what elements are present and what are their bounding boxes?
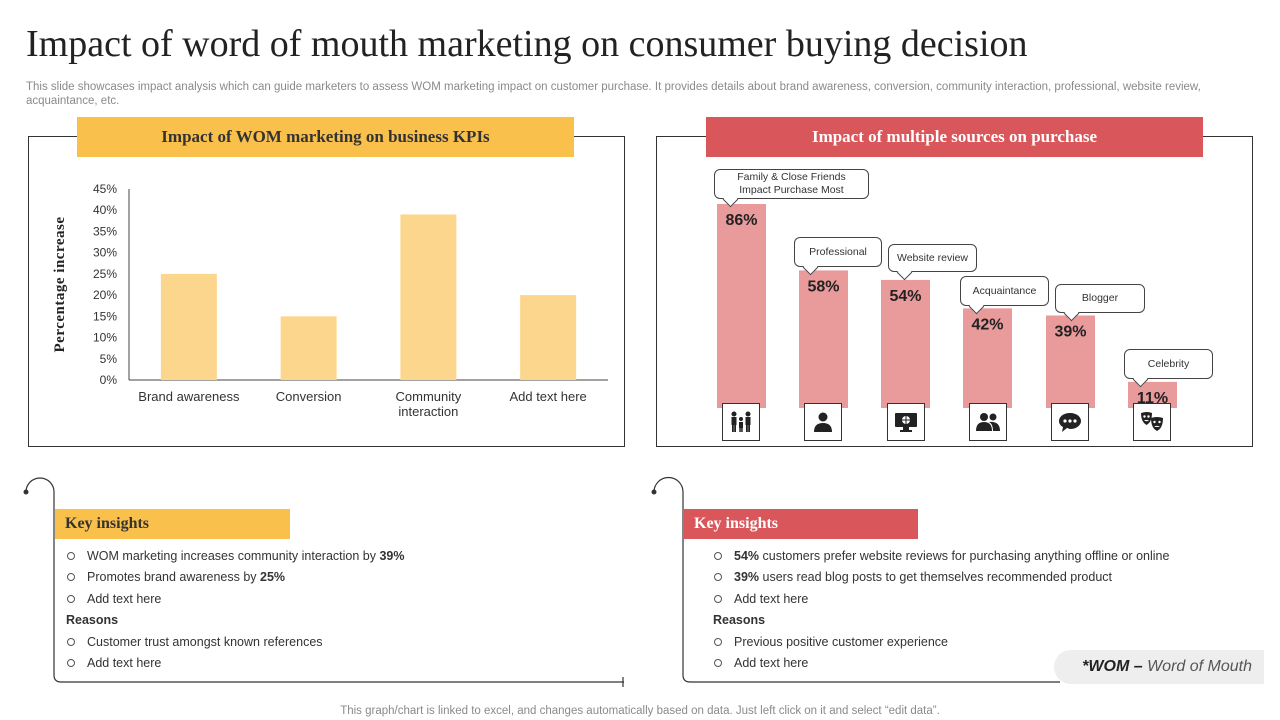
callout-website-review: Website review bbox=[888, 244, 977, 272]
callout-family: Family & Close Friends Impact Purchase M… bbox=[714, 169, 869, 199]
website-icon bbox=[887, 403, 925, 441]
bar bbox=[799, 270, 848, 408]
chat-icon bbox=[1051, 403, 1089, 441]
bar bbox=[400, 214, 457, 380]
kpi-bar-chart[interactable]: 0% 5% 10% 15% 20% 25% 30% 35% 40% 45% Percentage i… bbox=[28, 170, 628, 430]
person-icon bbox=[804, 403, 842, 441]
list-item: Add text here bbox=[66, 653, 616, 675]
callout-celebrity: Celebrity bbox=[1124, 349, 1213, 379]
data-label: 39% bbox=[1054, 323, 1086, 340]
y-tick-label: 40% bbox=[93, 203, 117, 217]
y-tick-label: 30% bbox=[93, 246, 117, 260]
callout-acquaintance: Acquaintance bbox=[960, 276, 1049, 306]
reasons-heading: Reasons bbox=[66, 613, 119, 628]
x-tick-label: Conversion bbox=[276, 389, 342, 404]
bar bbox=[717, 204, 766, 408]
sources-chart-banner: Impact of multiple sources on purchase bbox=[706, 117, 1203, 157]
y-tick-label: 20% bbox=[93, 288, 117, 302]
kpi-chart-banner: Impact of WOM marketing on business KPIs bbox=[77, 117, 574, 157]
y-tick-label: 35% bbox=[93, 224, 117, 238]
data-label: 86% bbox=[725, 212, 757, 229]
y-tick-label: 5% bbox=[100, 352, 118, 366]
list-item: Previous positive customer experience bbox=[713, 631, 1253, 653]
footer-note: This graph/chart is linked to excel, and… bbox=[340, 705, 940, 717]
list-item: WOM marketing increases community intera… bbox=[66, 545, 616, 567]
key-insights-right-list: 54% customers prefer website reviews for… bbox=[713, 545, 1253, 674]
bar bbox=[963, 308, 1012, 408]
list-item: Add text here bbox=[713, 653, 1253, 675]
data-label: 42% bbox=[971, 316, 1003, 333]
theater-masks-icon bbox=[1133, 403, 1171, 441]
bar bbox=[881, 279, 930, 408]
bar bbox=[160, 273, 217, 380]
list-item: Add text here bbox=[66, 588, 616, 610]
x-tick-label: Community bbox=[396, 389, 462, 404]
reasons-heading: Reasons bbox=[713, 613, 766, 628]
list-item: Promotes brand awareness by 25% bbox=[66, 567, 616, 589]
y-tick-label: 0% bbox=[100, 373, 118, 387]
x-tick-label: Add text here bbox=[509, 389, 586, 404]
key-insights-left-label: Key insights bbox=[55, 509, 290, 539]
page-subtitle: This slide showcases impact analysis whi… bbox=[26, 81, 1201, 107]
data-label: 54% bbox=[889, 288, 921, 305]
key-insights-left-list: WOM marketing increases community intera… bbox=[66, 545, 616, 674]
callout-professional: Professional bbox=[794, 237, 882, 267]
data-label: 11% bbox=[1137, 390, 1168, 407]
list-item: 54% customers prefer website reviews for… bbox=[713, 545, 1253, 567]
y-tick-label: 25% bbox=[93, 267, 117, 281]
bar bbox=[280, 316, 337, 380]
list-item: Customer trust amongst known references bbox=[66, 631, 616, 653]
bar bbox=[520, 295, 577, 380]
x-tick-label: Brand awareness bbox=[138, 389, 240, 404]
key-insights-right-label: Key insights bbox=[684, 509, 918, 539]
y-tick-label: 15% bbox=[93, 309, 117, 323]
people-icon bbox=[969, 403, 1007, 441]
list-item: 39% users read blog posts to get themsel… bbox=[713, 567, 1253, 589]
family-icon bbox=[722, 403, 760, 441]
x-tick-label: interaction bbox=[398, 404, 458, 419]
y-axis-label: Percentage increase bbox=[52, 217, 68, 353]
y-tick-label: 10% bbox=[93, 331, 117, 345]
page-title: Impact of word of mouth marketing on con… bbox=[26, 23, 1028, 65]
sources-bar-chart[interactable]: 86% 58% 54% 42% 39% 11% bbox=[656, 130, 1256, 450]
y-tick-label: 45% bbox=[93, 182, 117, 196]
bar bbox=[1046, 315, 1095, 408]
callout-blogger: Blogger bbox=[1055, 284, 1145, 313]
wom-footnote: *WOM – Word of Mouth bbox=[1054, 650, 1264, 684]
list-item: Add text here bbox=[713, 588, 1253, 610]
data-label: 58% bbox=[807, 278, 839, 295]
